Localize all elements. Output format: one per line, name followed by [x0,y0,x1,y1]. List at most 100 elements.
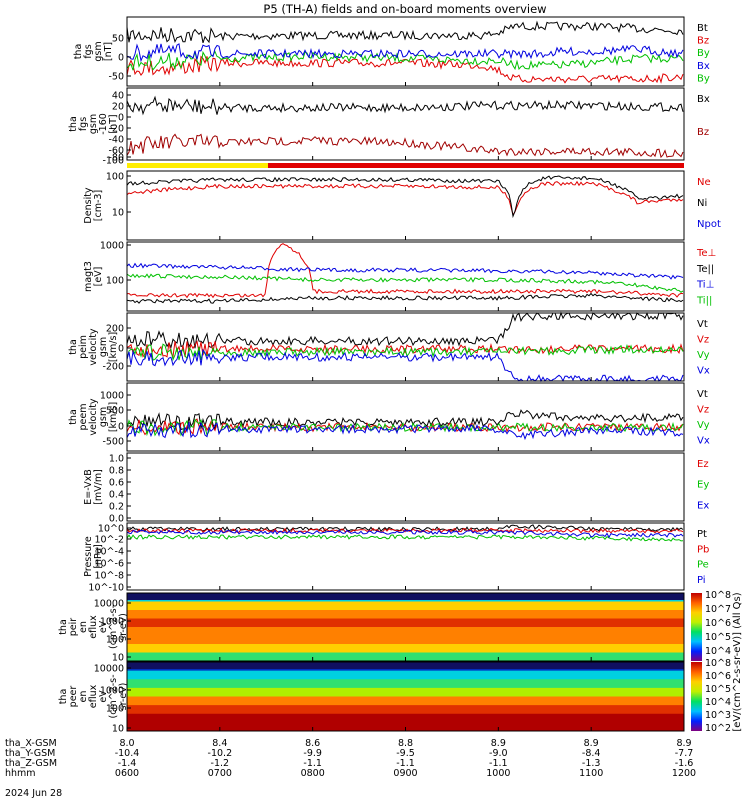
colorbar-tick-label: 10^4 [705,697,731,708]
legend-entry: By [697,48,710,59]
y-tick-label: 100 [106,172,124,183]
colorbar-tick-label: 10^4 [705,646,731,657]
y-tick-label: -50 [108,72,124,83]
colorbar-upper-gradient [691,593,702,661]
y-tick-label: 10 [112,724,124,735]
heatmap-band [127,713,684,723]
series-line-By [126,50,684,71]
y-tick-label: 40 [112,91,124,102]
ephemeris-value: -1.1 [489,758,508,769]
y-tick-label: 100 [106,635,124,646]
y-axis-label: tha [68,339,79,355]
colorbar-lower [691,662,702,731]
y-axis-label: gsm [88,114,99,134]
heatmap-band [127,618,684,628]
y-axis-label: tha [73,44,84,60]
panel-8: 10^010^-210^-410^-610^-810^-10 Pressure [n… [83,522,709,594]
y-axis-label: E=-VxB [83,469,94,504]
legend-entry: Bt [697,23,708,34]
legend-entry: Vy [697,350,710,361]
legend-entry: Ne [697,177,711,188]
date-label: 2024 Jun 28 [5,788,62,799]
ephemeris-value: 1200 [672,768,696,779]
series-line-Vz [126,340,684,359]
y-axis-label: (cm^2-s- [108,605,119,649]
legend-entry: Bx [697,61,710,72]
y-tick-label: 10^-10 [88,583,124,594]
heatmap-band [127,696,684,706]
y-axis-label: [nT] [108,114,119,133]
y-tick-label: -40 [108,135,124,146]
colorbar-ticks: 10^810^710^610^510^410^810^610^510^410^3… [705,590,731,734]
y-tick-label: 1000 [100,391,124,402]
y-tick-label: 0 [118,344,124,355]
series-line-Pe [126,534,684,542]
panel-frame [126,382,685,452]
y-tick-label: 10^0 [98,524,124,535]
ephemeris-value: 1000 [486,768,510,779]
colorbar-label: [eV/(cm^2-s-sr-eV)] (All Qs) [732,592,743,731]
y-axis-label: en [78,691,89,703]
ephemeris-value: 0800 [301,768,325,779]
series-line-Vx [126,421,684,441]
y-axis-label: -160 [98,113,109,135]
y-tick-label: 10 [112,208,124,219]
y-tick-label: -500 [102,437,124,448]
y-tick-label: 20 [112,102,124,113]
ephemeris-value: 8.0 [119,738,134,749]
y-axis-label: gsm [93,41,104,61]
ephemeris-row-label: tha_Z-GSM [5,758,57,769]
y-axis-label: gsm [98,407,109,427]
colorbar-tick-label: 10^6 [705,671,731,682]
panel-frame [126,87,685,161]
series-line-Pt [126,524,684,532]
colorbar-tick-label: 10^6 [705,618,731,629]
series-line-Vy [126,343,684,362]
series-line-Ti|| [126,273,684,293]
y-tick-label: 0.2 [109,502,124,513]
series-line-Pi [126,529,684,539]
ephemeris-row-label: tha_Y-GSM [5,748,55,759]
legend-entry: Pt [697,529,707,540]
heatmap-band [127,687,684,697]
colorbar-tick-label: 10^3 [705,710,731,721]
y-axis-label: [eV] [93,267,104,287]
series-line-Ti⊥ [126,262,684,280]
colorbar-tick-label: 10^8 [705,658,731,669]
ephemeris-value: 0600 [115,768,139,779]
ephemeris-value: -1.4 [118,758,137,769]
y-axis-label: sr-eV) [118,683,129,711]
y-axis-label: gsm [98,337,109,357]
ephemeris-value: -1.1 [396,758,415,769]
y-tick-label: 0 [118,53,124,64]
ephemeris-value: -9.0 [489,748,508,759]
ephemeris-table: tha_X-GSMtha_Y-GSMtha_Z-GSMhhmm8.0-10.4-… [5,738,696,779]
panel-4: 1000 100 magt3 [eV] Te⊥ Te|| Ti⊥ Ti|| [83,241,716,312]
y-axis-label: tha [58,689,69,705]
panel-frame [126,170,685,241]
legend-entry: Vz [697,405,709,416]
legend-entry: Ex [697,500,709,511]
series-line-Bz [126,133,684,159]
series-line-Vx [126,348,684,383]
series-line-Te|| [126,292,684,304]
series-line-Vt [126,311,684,349]
y-tick-label: 0 [118,113,124,124]
panel-9: 10000 1000 100 10 tha peir en eflux eV (cm^2-s-sr… [58,592,685,664]
ephemeris-value: 0700 [208,768,232,779]
y-tick-label: 200 [106,324,124,335]
y-tick-label: -100 [102,156,124,167]
ephemeris-value: 8.8 [398,738,413,749]
legend-entry: Vx [697,366,710,377]
legend-entry: Ni [697,198,707,209]
y-tick-label: 10000 [94,599,124,610]
series-line-Bt [126,20,684,44]
panel-10: 10000 1000 100 10 tha peer en eflux eV (cm^2-s-sr… [58,661,685,735]
ephemeris-value: -8.4 [582,748,601,759]
colorbar-tick-label: 10^2 [705,723,731,734]
ephemeris-row-label: tha_X-GSM [5,738,57,749]
y-axis-label: magt3 [83,261,94,292]
ephemeris-value: 8.9 [676,738,691,749]
